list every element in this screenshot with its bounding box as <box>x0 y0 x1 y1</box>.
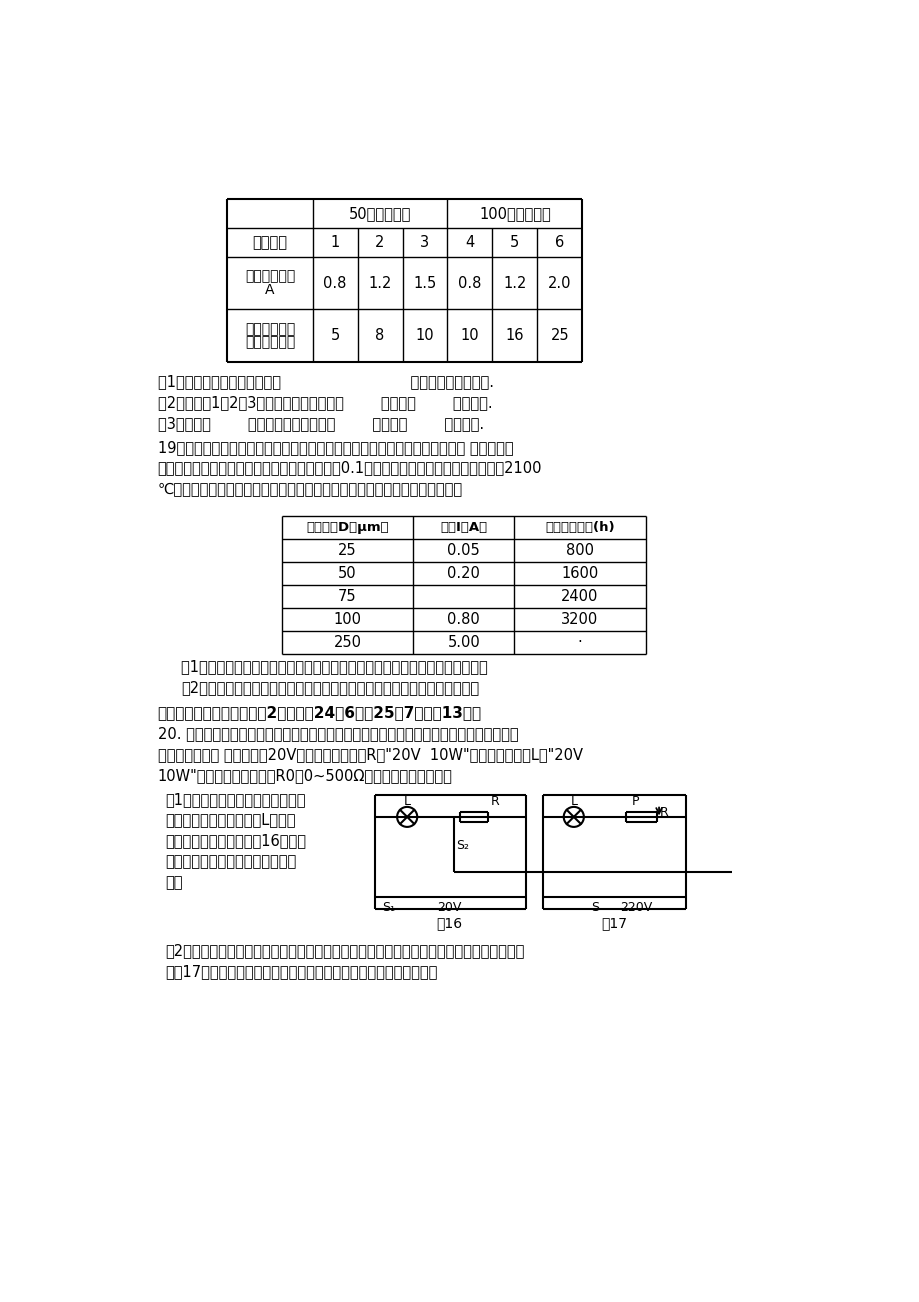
Text: ·: · <box>577 635 582 651</box>
Text: 20V: 20V <box>437 901 461 914</box>
Text: A: A <box>265 284 275 297</box>
Text: ℃，测量出维持这一温度所需的电流以及灯丝的平均使用寿命，如下表所示：: ℃，测量出维持这一温度所需的电流以及灯丝的平均使用寿命，如下表所示： <box>157 482 462 496</box>
Text: 10W"）、一个滑动变阻器R0（0~500Ω）和若干开关、导线。: 10W"）、一个滑动变阻器R0（0~500Ω）和若干开关、导线。 <box>157 768 452 783</box>
Text: 同长度，不同粗细的钨丝，在灯泡内气体压强为0.1个标准大气压的条件下，通电加热到2100: 同长度，不同粗细的钨丝，在灯泡内气体压强为0.1个标准大气压的条件下，通电加热到… <box>157 461 541 475</box>
Text: 1.2: 1.2 <box>368 276 391 290</box>
Text: 5: 5 <box>510 234 519 250</box>
Text: 图16: 图16 <box>437 917 462 930</box>
Text: 灯丝直径D（μm）: 灯丝直径D（μm） <box>306 521 389 534</box>
Text: 如图17所示。请计算此电路工作时，变阻器接入电路中的最小阻值。: 如图17所示。请计算此电路工作时，变阻器接入电路中的最小阻值。 <box>165 965 437 979</box>
Text: （2）小华的小组设计出的是能够在家庭电路中使用的电路，可以连续调节电灯的功率大小，: （2）小华的小组设计出的是能够在家庭电路中使用的电路，可以连续调节电灯的功率大小… <box>165 944 524 958</box>
Text: 10: 10 <box>460 328 479 344</box>
Text: 图17: 图17 <box>600 917 627 930</box>
Text: 电流I（A）: 电流I（A） <box>439 521 487 534</box>
Text: L: L <box>570 796 577 809</box>
Text: 16: 16 <box>505 328 524 344</box>
Text: 他们设计的是能使小电灯L在两种: 他们设计的是能使小电灯L在两种 <box>165 812 296 828</box>
Text: 1600: 1600 <box>561 566 598 581</box>
Text: （2）分析第1、2、3次的实验记录，会发现        相同时，        磁性越强.: （2）分析第1、2、3次的实验记录，会发现 相同时， 磁性越强. <box>157 395 492 410</box>
Text: R: R <box>491 796 499 809</box>
Text: L: L <box>403 796 410 809</box>
Text: 度的电路。器栻 电源（电压20V）、一个定值电阻R（"20V  10W"）、一个小电灯L（"20V: 度的电路。器栻 电源（电压20V）、一个定值电阻R（"20V 10W"）、一个小… <box>157 747 582 762</box>
Text: 2400: 2400 <box>561 590 598 604</box>
Text: 请计算电灯在两种工作情况下的功: 请计算电灯在两种工作情况下的功 <box>165 854 296 868</box>
Text: 4: 4 <box>465 234 474 250</box>
Text: （1）实验中小丽是通过电磁铁                            来判定其磁性强弱的.: （1）实验中小丽是通过电磁铁 来判定其磁性强弱的. <box>157 375 494 389</box>
Text: 功率下工作的电路，如图16所示。: 功率下工作的电路，如图16所示。 <box>165 833 306 849</box>
Text: 0.20: 0.20 <box>447 566 480 581</box>
Text: 最多数目／枚: 最多数目／枚 <box>244 336 295 349</box>
Text: （1）小明的小组首先完成了设计，: （1）小明的小组首先完成了设计， <box>165 792 305 807</box>
Text: 实验次数: 实验次数 <box>252 234 287 250</box>
Text: 3: 3 <box>420 234 429 250</box>
Text: 25: 25 <box>338 543 357 559</box>
Text: 率。: 率。 <box>165 875 183 889</box>
Text: 100匹的电磁铁: 100匹的电磁铁 <box>479 206 550 221</box>
Text: 吸引大头针的: 吸引大头针的 <box>244 322 295 336</box>
Text: 平均使用寿命(h): 平均使用寿命(h) <box>545 521 614 534</box>
Text: 250: 250 <box>333 635 361 651</box>
Text: （2）表中漏填了两个数据，请根据表中已有数据的规律，将表格填写完整。: （2）表中漏填了两个数据，请根据表中已有数据的规律，将表格填写完整。 <box>181 680 479 695</box>
Text: S: S <box>590 901 598 914</box>
Text: 0.05: 0.05 <box>447 543 480 559</box>
Text: （3）分析第        次的实验记录，会发现        相同时，        磁性越强.: （3）分析第 次的实验记录，会发现 相同时， 磁性越强. <box>157 415 483 431</box>
Text: 5.00: 5.00 <box>447 635 480 651</box>
Text: 2: 2 <box>375 234 384 250</box>
Text: 25: 25 <box>550 328 569 344</box>
Text: 0.8: 0.8 <box>458 276 482 290</box>
Text: 五、综合与创新（本大题含2个小题，24题6分，25题7分，共13分）: 五、综合与创新（本大题含2个小题，24题6分，25题7分，共13分） <box>157 706 482 720</box>
Text: 20. 在学习了电学知识后，老师提供了以下器材，让同学们自己设计一个能调节电灯发光亮: 20. 在学习了电学知识后，老师提供了以下器材，让同学们自己设计一个能调节电灯发… <box>157 727 517 741</box>
Text: 100: 100 <box>333 612 361 628</box>
Text: 1.5: 1.5 <box>413 276 437 290</box>
Text: 1.2: 1.2 <box>503 276 526 290</box>
Text: 50匹的电磁铁: 50匹的电磁铁 <box>348 206 411 221</box>
Text: 19、研究人员为探究钨丝白织灯的使用寿命与灯丝粗细的关系，做了如下实验 将灯泡内相: 19、研究人员为探究钨丝白织灯的使用寿命与灯丝粗细的关系，做了如下实验 将灯泡内… <box>157 440 513 454</box>
Text: 10: 10 <box>415 328 434 344</box>
Text: S₁: S₁ <box>381 901 394 914</box>
Text: 3200: 3200 <box>561 612 598 628</box>
Text: P: P <box>631 796 639 809</box>
Text: 800: 800 <box>565 543 594 559</box>
Text: 电流表示数／: 电流表示数／ <box>244 270 295 284</box>
Text: 50: 50 <box>338 566 357 581</box>
Text: R: R <box>659 806 668 819</box>
Text: 0.8: 0.8 <box>323 276 346 290</box>
Text: 220V: 220V <box>619 901 652 914</box>
Text: 75: 75 <box>338 590 357 604</box>
Text: 5: 5 <box>330 328 339 344</box>
Text: 8: 8 <box>375 328 384 344</box>
Text: S₂: S₂ <box>456 838 469 852</box>
Text: 6: 6 <box>555 234 564 250</box>
Text: 2.0: 2.0 <box>548 276 571 290</box>
Text: 0.80: 0.80 <box>447 612 480 628</box>
Text: 1: 1 <box>330 234 339 250</box>
Text: （1）从表中已给数据可以看出：在该温度条件下，灯丝越粗，平均使用寿命越: （1）从表中已给数据可以看出：在该温度条件下，灯丝越粗，平均使用寿命越 <box>181 659 505 674</box>
